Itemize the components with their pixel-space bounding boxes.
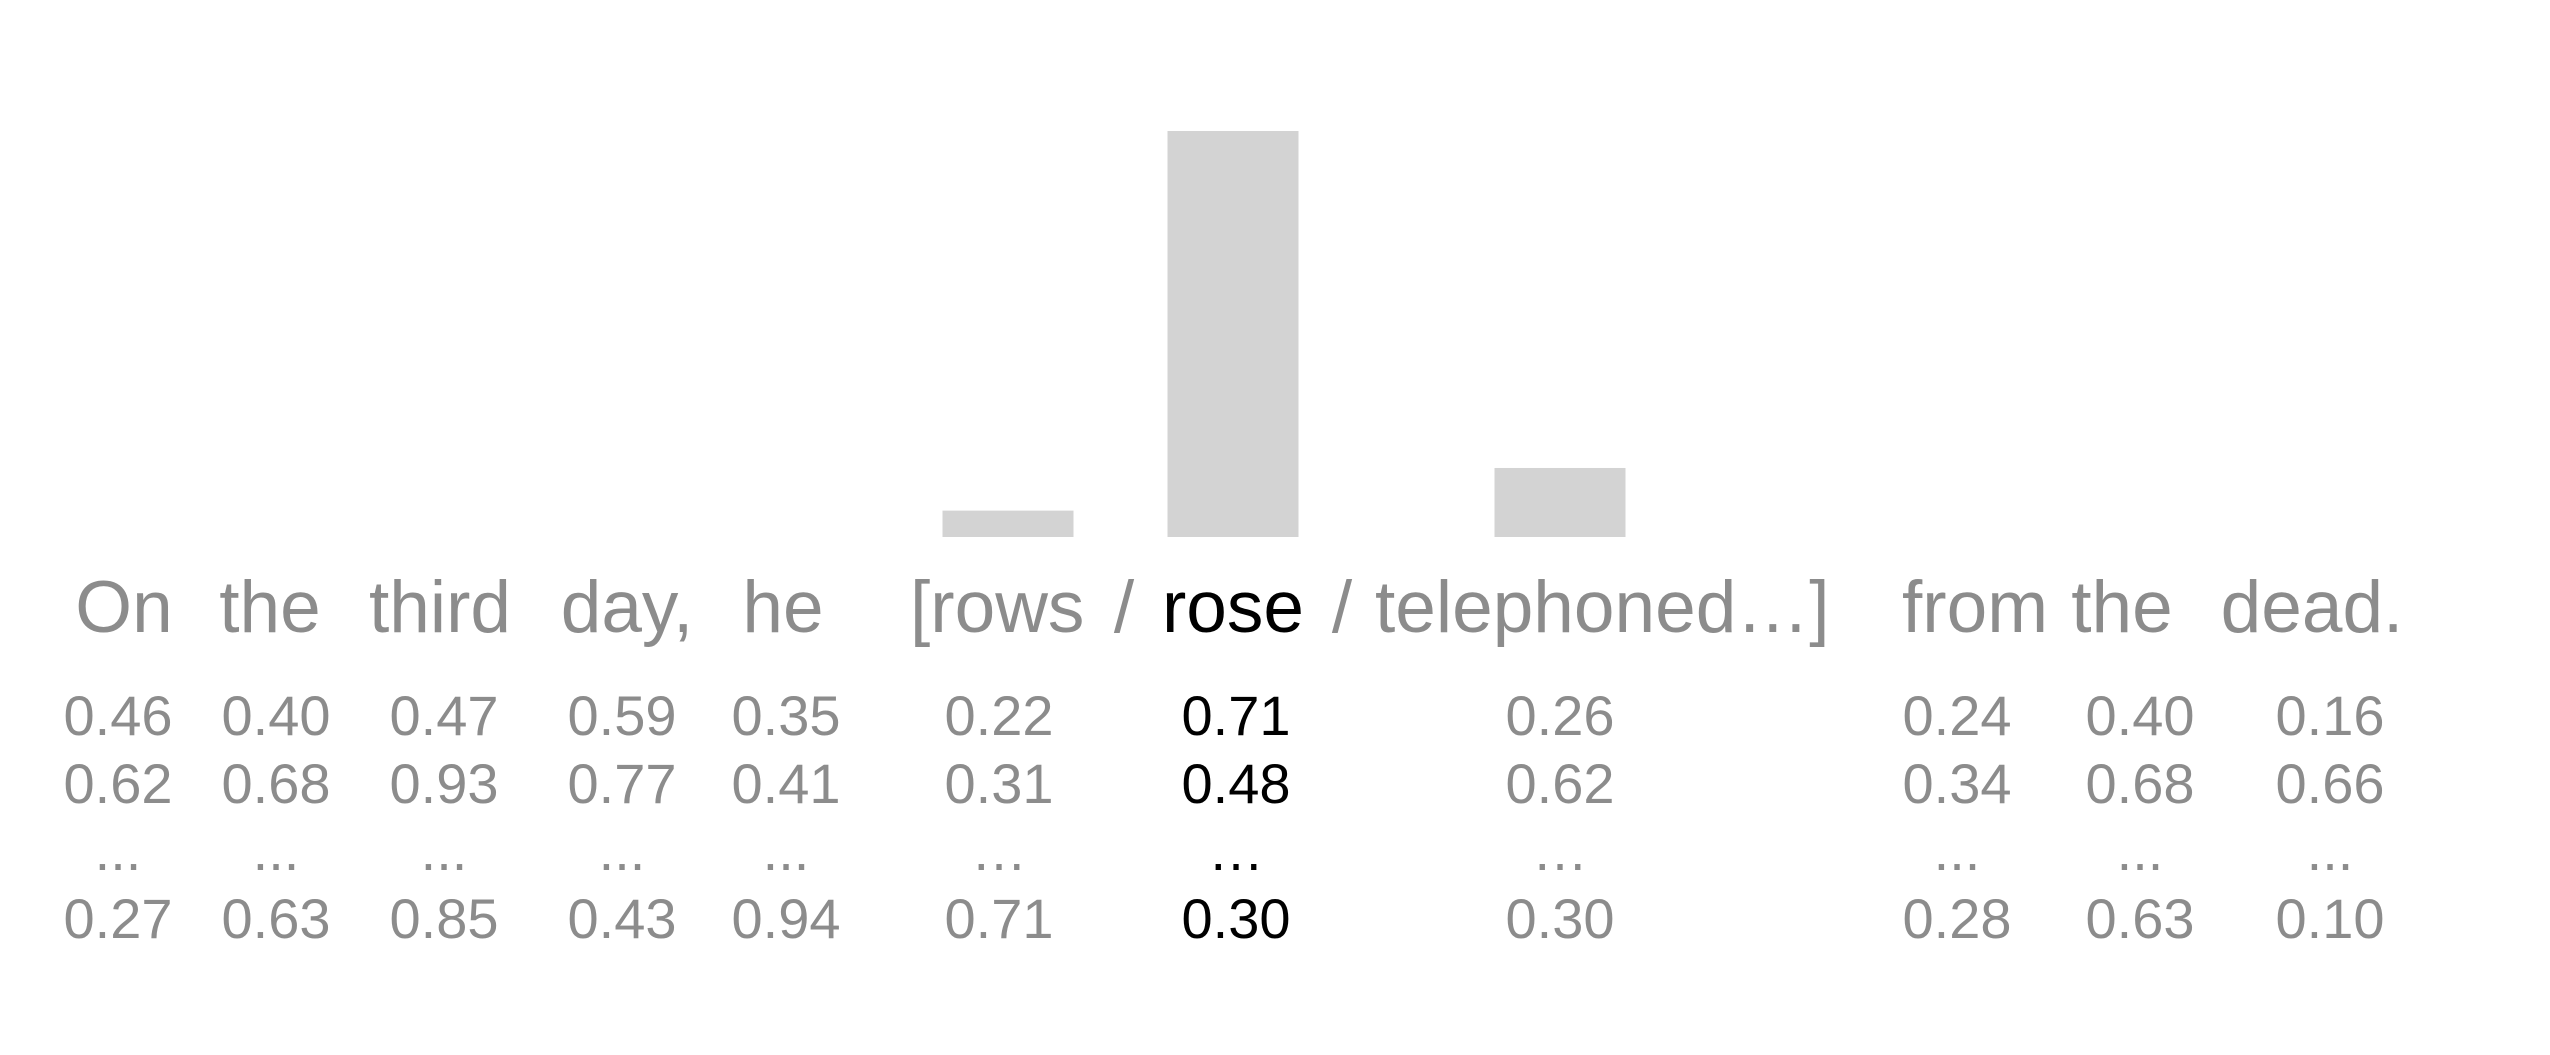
vector-value: 0.41 — [732, 752, 841, 815]
vector-value: 0.40 — [222, 684, 331, 747]
vector-rose: 0.710.48…0.30 — [1182, 684, 1291, 950]
vector-value: ... — [599, 819, 646, 882]
vector-value: 0.26 — [1506, 684, 1615, 747]
vector-value: 0.47 — [390, 684, 499, 747]
vector-value: 0.40 — [2086, 684, 2195, 747]
vector-value: 0.77 — [568, 752, 677, 815]
word-candidate-telephoned: telephoned…] — [1375, 567, 1830, 648]
vector-value: … — [1532, 819, 1588, 882]
bar-rose — [1167, 131, 1299, 537]
vector-value: ... — [763, 819, 810, 882]
vector-value: 0.62 — [64, 752, 173, 815]
vector-value: … — [971, 819, 1027, 882]
word-he: he — [742, 567, 823, 648]
candidate-separator-1: / — [1114, 567, 1135, 648]
vector-value: 0.27 — [64, 887, 173, 950]
vector-value: ... — [2117, 819, 2164, 882]
vector-on: 0.460.62... 0.27 — [64, 684, 173, 950]
vector-value: 0.85 — [390, 887, 499, 950]
vector-value: 0.93 — [390, 752, 499, 815]
vector-the: 0.400.68... 0.63 — [222, 684, 331, 950]
vector-value: 0.71 — [945, 887, 1054, 950]
word-the: the — [219, 567, 320, 648]
vector-value: 0.34 — [1903, 752, 2012, 815]
word-the-2: the — [2071, 567, 2172, 648]
vector-he: 0.350.41... 0.94 — [732, 684, 841, 950]
vector-from: 0.240.34... 0.28 — [1903, 684, 2012, 950]
vector-value: ... — [253, 819, 300, 882]
vector-third: 0.470.93... 0.85 — [390, 684, 499, 950]
vector-value: 0.43 — [568, 887, 677, 950]
vector-value: 0.48 — [1182, 752, 1291, 815]
vector-value: ... — [95, 819, 142, 882]
vector-value: 0.63 — [2086, 887, 2195, 950]
word-candidate-rows: [rows — [910, 567, 1084, 648]
vector-the: 0.400.68... 0.63 — [2086, 684, 2195, 950]
vector-value: 0.63 — [222, 887, 331, 950]
vector-value: 0.66 — [2276, 752, 2385, 815]
word-third: third — [369, 567, 511, 648]
vector-value: 0.10 — [2276, 887, 2385, 950]
bar-rows — [942, 510, 1074, 537]
candidate-bars — [942, 131, 1626, 537]
vector-value: 0.71 — [1182, 684, 1291, 747]
embedding-vectors: 0.460.62...0.270.400.68...0.630.470.93..… — [64, 684, 2385, 950]
sentence: On the third day, he [rows / rose / tele… — [75, 567, 2403, 648]
candidate-separator-2: / — [1332, 567, 1353, 648]
vector-value: 0.46 — [64, 684, 173, 747]
word-on: On — [75, 567, 172, 648]
vector-value: 0.28 — [1903, 887, 2012, 950]
vector-value: … — [1208, 819, 1264, 882]
vector-value: 0.30 — [1506, 887, 1615, 950]
word-dead: dead. — [2221, 567, 2404, 648]
word-candidate-rose-selected: rose — [1162, 567, 1304, 648]
word-from: from — [1902, 567, 2048, 648]
vector-value: 0.94 — [732, 887, 841, 950]
vector-value: 0.35 — [732, 684, 841, 747]
bar-telephoned — [1494, 467, 1626, 537]
vector-telephoned: 0.260.62…0.30 — [1506, 684, 1615, 950]
vector-value: 0.62 — [1506, 752, 1615, 815]
vector-value: 0.59 — [568, 684, 677, 747]
vector-value: ... — [421, 819, 468, 882]
vector-value: ... — [1934, 819, 1981, 882]
word-day: day, — [561, 567, 694, 648]
vector-dead: 0.160.66... 0.10 — [2276, 684, 2385, 950]
vector-value: 0.68 — [222, 752, 331, 815]
vector-value: 0.22 — [945, 684, 1054, 747]
vector-value: 0.16 — [2276, 684, 2385, 747]
vector-day: 0.590.77... 0.43 — [568, 684, 677, 950]
vector-value: ... — [2307, 819, 2354, 882]
vector-rows: 0.220.31…0.71 — [945, 684, 1054, 950]
vector-value: 0.31 — [945, 752, 1054, 815]
vector-value: 0.24 — [1903, 684, 2012, 747]
vector-value: 0.30 — [1182, 887, 1291, 950]
vector-value: 0.68 — [2086, 752, 2195, 815]
